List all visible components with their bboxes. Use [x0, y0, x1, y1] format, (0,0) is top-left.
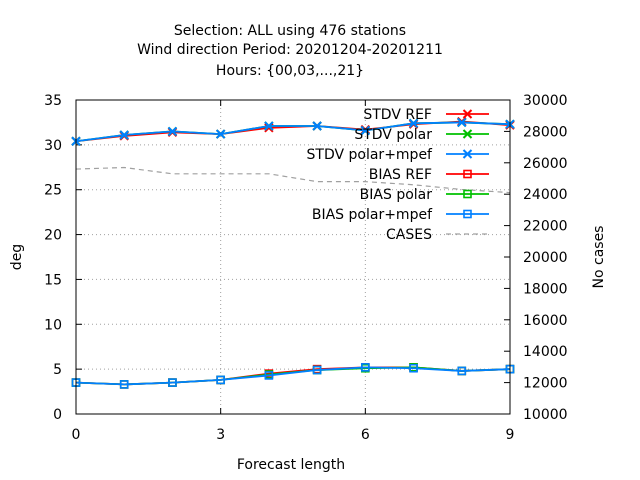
data-point: [457, 117, 467, 128]
y2-tick-label: 30000: [523, 93, 568, 109]
data-point: [360, 125, 371, 136]
title-line-1: Selection: ALL using 476 stations: [174, 23, 406, 39]
marker-stroke: [462, 129, 473, 139]
data-point: [119, 130, 129, 140]
data-point: [361, 363, 370, 372]
marker-stroke: [264, 121, 274, 131]
y2-tick-label: 20000: [523, 250, 568, 266]
legend-marker: [462, 109, 473, 119]
data-point: [264, 121, 274, 131]
title-line-2: Wind direction Period: 20201204-20201211: [137, 42, 443, 58]
y2-tick-label: 22000: [523, 219, 568, 235]
marker-stroke: [312, 121, 322, 131]
data-point: [408, 118, 419, 129]
series-stdv-polar-mpef: [71, 117, 515, 146]
x-tick-label: 6: [361, 427, 370, 443]
legend-item: STDV polar: [354, 127, 489, 143]
data-point: [264, 371, 274, 380]
marker-stroke: [462, 109, 473, 119]
data-point: [119, 380, 129, 389]
marker-stroke: [457, 117, 467, 128]
title-line-3: Hours: {00,03,...,21}: [216, 63, 364, 79]
y-axis-label: deg: [9, 244, 25, 270]
legend-label: BIAS REF: [369, 167, 432, 183]
x-axis-label: Forecast length: [237, 457, 345, 473]
y2-tick-label: 24000: [523, 187, 568, 203]
legend-label: STDV polar+mpef: [307, 147, 434, 163]
series-line: [75, 120, 511, 143]
marker-stroke: [215, 129, 226, 139]
y2-tick-label: 12000: [523, 376, 568, 392]
legend-item: CASES: [386, 227, 489, 243]
legend-marker: [463, 209, 472, 219]
y2-tick-label: 10000: [523, 407, 568, 423]
series-bias-polar-mpef: [71, 363, 515, 389]
legend-label: BIAS polar+mpef: [312, 207, 433, 223]
legend: STDV REF STDV polar STDV polar+mpef BIAS RE…: [307, 107, 489, 243]
y2-tick-label: 16000: [523, 313, 568, 329]
legend-marker: [463, 189, 472, 199]
data-point: [215, 129, 226, 139]
legend-label: STDV REF: [363, 107, 432, 123]
legend-marker: [463, 169, 472, 179]
legend-item: BIAS REF: [369, 167, 489, 183]
series-line: [75, 121, 511, 143]
data-point: [216, 375, 225, 385]
y-tick-label: 20: [44, 228, 62, 244]
data-point: [312, 121, 322, 131]
plot-frame: [75, 99, 511, 415]
y2-axis-label: No cases: [591, 226, 607, 289]
y2-tick-label: 18000: [523, 281, 568, 297]
x-tick-label: 3: [216, 427, 225, 443]
data-point: [168, 378, 177, 387]
x-tick-label: 9: [506, 427, 515, 443]
y-tick-label: 0: [53, 407, 62, 423]
legend-label: BIAS polar: [360, 187, 433, 203]
y-tick-label: 25: [44, 183, 62, 199]
legend-label: CASES: [386, 227, 432, 243]
legend-marker: [462, 129, 473, 139]
x-tick-label: 0: [72, 427, 81, 443]
series-line: [75, 166, 511, 194]
plot-series: [71, 116, 515, 389]
chart-title: Selection: ALL using 476 stations Wind d…: [137, 23, 443, 79]
y-tick-label: 35: [44, 93, 62, 109]
marker-stroke: [360, 125, 371, 136]
axis-ticks: 0 3 6 9 0 5 10 15 20 25 30 35 10000 12000 14000 16000 18…: [44, 93, 567, 443]
series-stdv-ref: [71, 116, 515, 146]
data-point: [167, 126, 178, 137]
marker-stroke: [119, 130, 129, 140]
legend-item: STDV polar+mpef: [307, 147, 489, 163]
series-line: [75, 366, 511, 386]
legend-label: STDV polar: [354, 127, 432, 143]
y-tick-label: 15: [44, 272, 62, 288]
data-point: [457, 366, 467, 376]
legend-item: BIAS polar+mpef: [312, 207, 489, 223]
data-point: [409, 363, 418, 373]
y-tick-label: 30: [44, 138, 62, 154]
y2-tick-label: 28000: [523, 124, 568, 140]
y-tick-label: 10: [44, 317, 62, 333]
marker-stroke: [462, 149, 473, 159]
legend-marker: [462, 149, 473, 159]
marker-stroke: [167, 126, 178, 137]
legend-item: BIAS polar: [360, 187, 489, 203]
y2-tick-label: 26000: [523, 156, 568, 172]
marker-stroke: [408, 118, 419, 129]
y-tick-label: 5: [53, 362, 62, 378]
series-cases: [75, 166, 511, 194]
y2-tick-label: 14000: [523, 344, 568, 360]
grid: [76, 100, 510, 414]
legend-item: STDV REF: [363, 107, 489, 123]
data-point: [312, 365, 322, 375]
